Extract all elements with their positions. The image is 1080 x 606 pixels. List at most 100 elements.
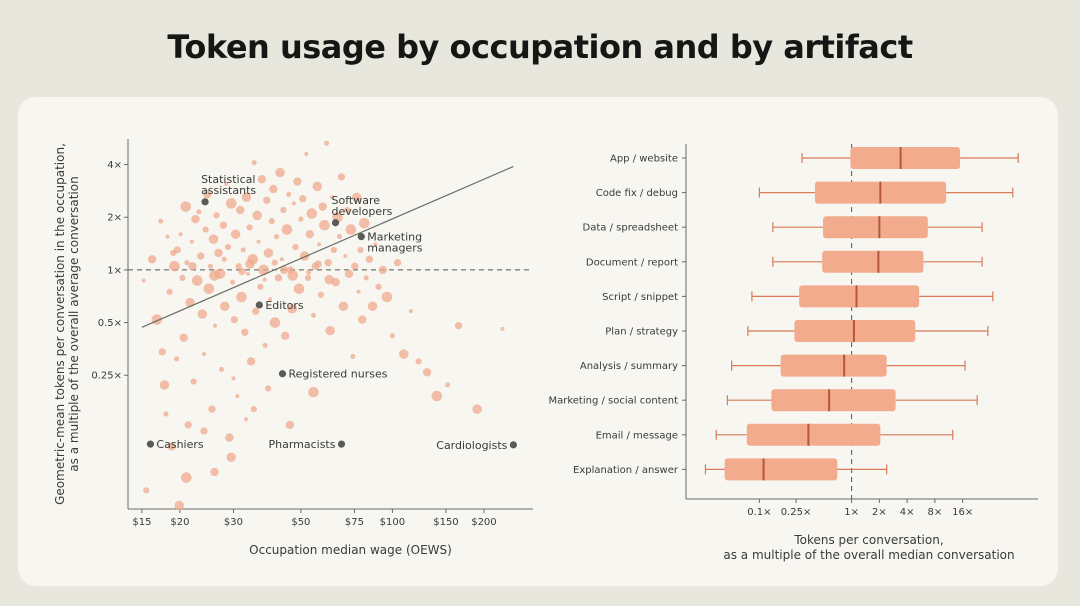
data-point: [174, 500, 184, 511]
data-point: [286, 191, 292, 197]
data-point: [312, 181, 323, 192]
data-point: [179, 274, 186, 282]
data-point: [218, 366, 225, 372]
data-point: [208, 405, 216, 413]
data-point: [422, 368, 432, 377]
x-axis-title: Tokens per conversation, as a multiple of…: [723, 533, 1014, 562]
data-point: [393, 259, 402, 267]
data-point: [274, 234, 280, 240]
data-point: [343, 254, 348, 259]
highlight-point: [278, 370, 287, 378]
x-tick-label: $15: [132, 517, 151, 528]
highlight-point: [146, 440, 155, 448]
data-point: [190, 378, 197, 385]
annotation-line: Cardiologists: [436, 439, 507, 452]
data-point: [472, 404, 482, 414]
data-point: [378, 265, 388, 275]
x-axis-title: Occupation median wage (OEWS): [249, 543, 452, 557]
page-title: Token usage by occupation and by artifac…: [167, 28, 913, 66]
data-point: [281, 224, 293, 235]
data-point: [323, 140, 330, 146]
annotation-line: Statistical: [201, 173, 255, 186]
data-point: [225, 198, 237, 209]
data-point: [252, 210, 262, 221]
annotation-line: managers: [367, 242, 422, 255]
data-point: [500, 326, 505, 331]
data-point: [357, 246, 364, 254]
data-point: [304, 151, 309, 156]
data-point: [158, 218, 164, 224]
data-point: [408, 309, 413, 314]
data-point: [351, 262, 359, 270]
data-point: [293, 177, 302, 186]
data-point: [235, 394, 240, 399]
data-point: [251, 160, 257, 166]
data-point: [220, 301, 230, 311]
data-point: [256, 239, 261, 244]
highlight-point: [331, 219, 340, 227]
box: [799, 285, 920, 308]
annotation-label: Editors: [265, 299, 304, 312]
chart-card: 0.25× 0.5× 1× 2× 4× $15 $20 $30 $50 $75 $100 $150 $2…: [18, 97, 1058, 586]
data-point: [238, 267, 246, 276]
data-point: [213, 212, 220, 219]
annotation-label: Software developers: [332, 194, 393, 218]
data-point: [280, 206, 287, 214]
annotation-line: Software: [332, 194, 381, 207]
highlight-point: [509, 441, 518, 449]
data-point: [196, 252, 205, 260]
data-point: [191, 275, 203, 286]
data-point: [246, 357, 256, 366]
data-point: [225, 433, 234, 442]
trend-line: [141, 165, 514, 328]
data-point: [351, 192, 362, 203]
category-label: Plan / strategy: [605, 327, 678, 338]
data-point: [336, 234, 343, 240]
data-point: [317, 291, 325, 298]
data-point: [324, 274, 335, 285]
y-axis-title-line: as a multiple of the overall average con…: [67, 176, 81, 471]
data-point: [305, 229, 315, 239]
data-point: [330, 195, 335, 200]
annotation-label: Registered nurses: [288, 368, 387, 381]
data-point: [262, 277, 267, 282]
box: [771, 389, 896, 412]
x-tick-label: 8×: [928, 507, 943, 518]
annotation-line: Editors: [265, 299, 304, 312]
data-point: [358, 315, 367, 324]
data-point: [158, 348, 166, 356]
data-point: [200, 427, 208, 435]
data-point: [381, 291, 393, 303]
box: [823, 216, 928, 239]
data-point: [337, 173, 346, 181]
annotation-label: Marketing managers: [367, 231, 422, 255]
data-point: [268, 297, 273, 302]
y-tick-label: 0.25×: [91, 371, 122, 382]
x-axis-title-line: as a multiple of the overall median conv…: [723, 548, 1014, 562]
annotation-label: Cardiologists: [436, 439, 507, 452]
scatter-chart: 0.25× 0.5× 1× 2× 4× $15 $20 $30 $50 $75 $100 $150 $2…: [53, 139, 533, 557]
data-point: [310, 312, 317, 318]
data-point: [325, 325, 335, 336]
data-point: [258, 264, 269, 276]
data-point: [159, 380, 170, 390]
data-point: [197, 309, 208, 319]
data-point: [279, 257, 284, 262]
data-point: [330, 246, 337, 254]
data-point: [179, 333, 189, 342]
data-point: [147, 255, 157, 264]
data-point: [163, 411, 169, 417]
data-point: [293, 283, 305, 295]
data-point: [454, 322, 463, 330]
data-point: [166, 288, 173, 295]
x-tick-label: 1×: [844, 507, 859, 518]
data-point: [184, 421, 192, 429]
x-tick-label: 4×: [900, 507, 915, 518]
highlight-point: [337, 440, 346, 448]
data-point: [181, 472, 192, 483]
y-axis-title-line: Geometric-mean tokens per conversation i…: [53, 143, 67, 505]
data-point: [167, 442, 176, 451]
data-point: [268, 218, 275, 225]
box: [780, 354, 887, 377]
x-tick-label: $150: [433, 517, 458, 528]
